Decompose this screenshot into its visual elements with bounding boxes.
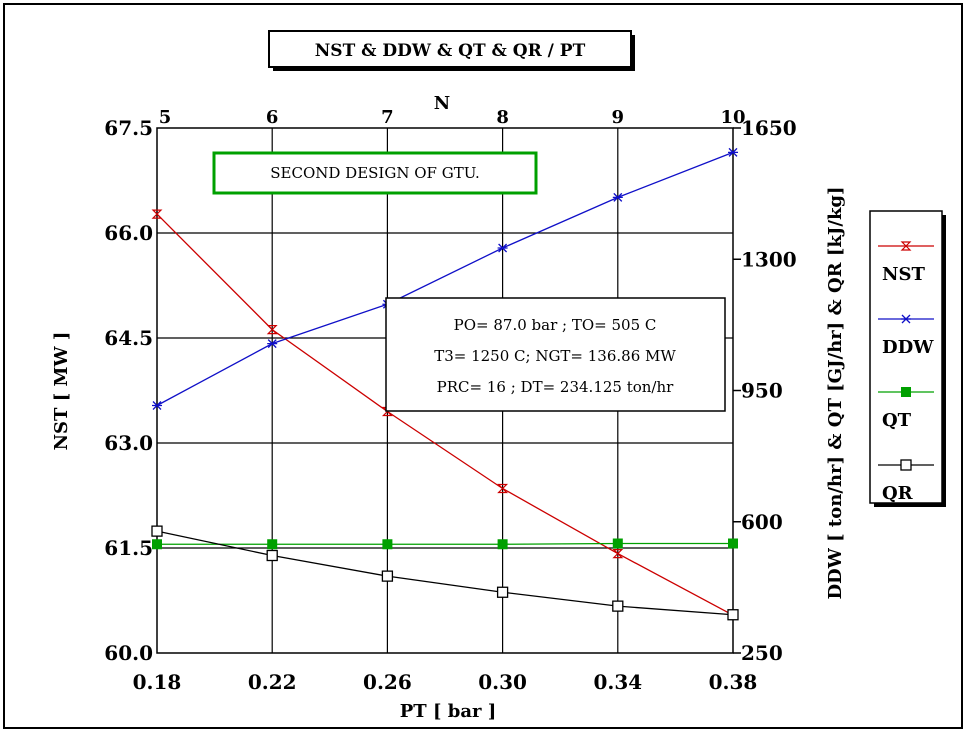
series-line-qt (157, 542, 733, 545)
data-point-qt (267, 539, 278, 550)
x-axis-label: PT [ bar ] (400, 701, 497, 722)
series-line-nst (156, 213, 734, 616)
param-line-2: T3= 1250 C; NGT= 136.86 MW (434, 347, 676, 365)
design-annotation-box: SECOND DESIGN OF GTU. (212, 151, 538, 195)
top-tick-label: 5 (159, 107, 172, 128)
series-group (151, 147, 739, 621)
right-tick-label: 1650 (741, 116, 797, 140)
plot-area-frame (156, 127, 734, 654)
chart-svg: NST & DDW & QT & QR / PT N 0.18 0.22 0.26 0… (51, 30, 946, 722)
right-y-axis-label: DDW [ ton/hr] & QT [GJ/hr] & QR [kJ/kg] (825, 186, 846, 599)
data-point-ddw (152, 401, 162, 410)
left-y-axis-label: NST [ MW ] (51, 332, 72, 451)
left-tick-label: 63.0 (104, 431, 153, 455)
x-tick-label: 0.18 (133, 670, 182, 694)
data-point-qt (497, 539, 508, 550)
legend-marker-nst (900, 241, 912, 251)
data-point-ddw (267, 339, 278, 349)
top-axis-label: N (434, 93, 450, 114)
legend: NST DDW QT QR (869, 210, 946, 507)
x-tick-label: 0.22 (248, 670, 297, 694)
left-tick-label: 64.5 (104, 326, 153, 350)
design-annotation: SECOND DESIGN OF GTU. (270, 164, 479, 182)
top-tick-label: 9 (612, 107, 625, 128)
data-point-qt (152, 539, 162, 550)
param-line-1: PO= 87.0 bar ; TO= 505 C (454, 316, 657, 334)
left-tick-label: 61.5 (104, 536, 153, 560)
left-tick-label: 66.0 (104, 221, 153, 245)
tick-labels: 0.18 0.22 0.26 0.30 0.34 0.38 5 6 7 8 9 10 60.0 61.5 6… (104, 107, 796, 694)
series-line-ddw (156, 151, 734, 407)
left-tick-label: 67.5 (104, 116, 153, 140)
data-point-qr (496, 586, 509, 598)
x-tick-label: 0.26 (363, 670, 412, 694)
right-tick-label: 250 (741, 641, 783, 665)
data-point-qt (612, 538, 623, 549)
legend-label-nst: NST (882, 264, 925, 285)
data-point-nst (497, 483, 509, 494)
legend-marker-qr (900, 459, 912, 471)
top-tick-label: 7 (381, 107, 394, 128)
legend-marker-qt (901, 387, 911, 397)
data-point-qr (151, 525, 163, 537)
chart-title: NST & DDW & QT & QR / PT (315, 41, 586, 61)
param-line-3: PRC= 16 ; DT= 234.125 ton/hr (437, 378, 674, 396)
chart-frame: NST & DDW & QT & QR / PT N 0.18 0.22 0.26 0… (3, 3, 963, 729)
top-tick-label: 10 (720, 107, 745, 128)
data-point-ddw (728, 147, 738, 157)
right-tick-label: 600 (741, 510, 783, 534)
data-point-nst (266, 325, 278, 335)
parameter-box: PO= 87.0 bar ; TO= 505 C T3= 1250 C; NGT… (385, 297, 726, 412)
data-point-ddw (497, 243, 508, 253)
data-point-qr (381, 570, 394, 582)
legend-label-qt: QT (882, 410, 912, 431)
legend-marker-ddw (901, 314, 911, 324)
left-tick-label: 60.0 (104, 641, 153, 665)
right-tick-label: 950 (741, 379, 783, 403)
series-line-qr (156, 530, 734, 616)
data-point-nst (612, 549, 624, 559)
top-tick-label: 6 (266, 107, 279, 128)
x-tick-label: 0.34 (593, 670, 642, 694)
chart-title-box: NST & DDW & QT & QR / PT (268, 30, 635, 71)
x-tick-label: 0.38 (709, 670, 758, 694)
right-tick-label: 1300 (741, 247, 797, 271)
legend-label-ddw: DDW (882, 337, 934, 358)
legend-label-qr: QR (882, 483, 914, 504)
x-tick-label: 0.30 (478, 670, 527, 694)
data-point-qr (727, 609, 739, 621)
data-point-qr (612, 600, 624, 612)
data-point-qt (728, 538, 738, 549)
data-point-ddw (612, 192, 623, 202)
top-tick-label: 8 (496, 107, 509, 128)
data-point-qr (266, 549, 278, 562)
data-point-nst (151, 209, 163, 219)
data-point-qt (382, 539, 393, 550)
